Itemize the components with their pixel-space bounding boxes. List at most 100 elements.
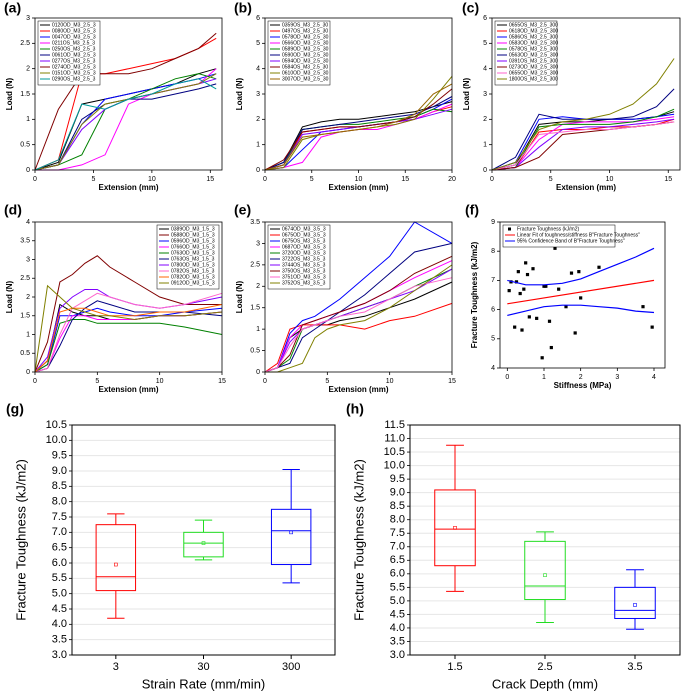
y-tick-label: 1.5 (250, 305, 260, 312)
y-tick-label: 7.5 (390, 527, 405, 539)
y-tick-label: 0 (483, 167, 487, 174)
y-tick-label: 3 (483, 91, 487, 98)
x-tick-label: 5 (549, 176, 553, 183)
plot-background (72, 425, 335, 655)
data-line (491, 58, 675, 171)
scatter-point (641, 305, 645, 309)
y-axis-title: Load (N) (5, 77, 14, 110)
confidence-band (507, 247, 655, 286)
y-axis-title: Load (N) (5, 280, 14, 313)
x-axis-title: Extension (mm) (98, 183, 158, 192)
data-line (34, 284, 223, 373)
legend-label: 0782OD_M3_1.5_3 (171, 274, 215, 280)
y-tick-label: 5 (491, 336, 495, 343)
x-tick-label: 2 (579, 374, 583, 381)
legend-label: 0061OD_M3_2.5_3 (52, 52, 96, 58)
x-axis-title: Extension (mm) (98, 385, 158, 394)
scatter-point (650, 325, 654, 329)
data-line (34, 304, 223, 373)
y-tick-label: 7.5 (52, 511, 67, 523)
legend-box (37, 20, 101, 86)
y-tick-label: 0 (256, 167, 260, 174)
x-tick-label: 5 (310, 176, 314, 183)
y-tick-label: 6 (491, 306, 495, 313)
legend-label: 0780OD_M3_1.5_3 (171, 262, 215, 268)
y-tick-label: 4.5 (390, 608, 405, 620)
scatter-point (531, 267, 535, 271)
y-axis-title: Fracture Toughness (kJ/m2) (470, 241, 479, 348)
legend-label: 0566OD_M3_2.5_30 (282, 40, 329, 46)
x-tick-label: 10 (606, 176, 614, 183)
x-tick-label: 10 (355, 176, 363, 183)
plot-frame (71, 424, 336, 656)
y-tick-label: 5 (483, 40, 487, 47)
plot-frame (499, 221, 666, 369)
legend-label: 0782OS_M3_1.5_3 (171, 268, 215, 274)
data-line (491, 118, 675, 171)
y-tick-label: 8.0 (390, 514, 405, 526)
y-tick-label: 2 (26, 66, 30, 73)
plot-frame (34, 17, 223, 171)
legend-label: 0497OS_M3_2.5_30 (282, 28, 328, 34)
legend-label: 0290OS_M3_2.5_3 (52, 76, 96, 82)
data-line (264, 277, 453, 373)
legend-label: 0047OD_M3_2.5_3 (52, 34, 96, 40)
legend-label: 0763OS_M3_1.5_3 (171, 256, 215, 262)
x-tick-label: 20 (448, 176, 456, 183)
legend-label: 0120OD_M3_2.5_3 (52, 22, 96, 28)
x-axis-title: Extension (mm) (556, 183, 616, 192)
scatter-point (573, 331, 577, 335)
x-tick-label: 5 (91, 176, 95, 183)
legend-label: 0610OD_M3_2.5_30 (282, 70, 329, 76)
legend-label: 0277OS_M3_2.5_3 (52, 58, 96, 64)
y-tick-label: 8.5 (390, 500, 405, 512)
scatter-point (564, 305, 568, 309)
legend-label: 3744OS_M3_3.5_3 (282, 262, 326, 268)
data-line (264, 221, 453, 373)
y-tick-label: 8.5 (52, 480, 67, 492)
plot-frame (264, 17, 453, 171)
y-tick-label: 4 (483, 66, 487, 73)
legend-label: 0687OD_M3_3.5_3 (282, 244, 326, 250)
x-tick-label: 300 (282, 661, 300, 673)
x-tick-label: 4 (652, 374, 656, 381)
scatter-point (544, 284, 548, 288)
data-line (34, 292, 223, 373)
legend-label: 0391OS_M3_2.5_300 (509, 58, 558, 64)
x-tick-label: 3.5 (627, 661, 642, 673)
y-tick-label: 10.5 (384, 446, 405, 458)
y-tick-label: 0 (26, 369, 30, 376)
data-line (264, 103, 453, 171)
scatter-point (525, 272, 530, 277)
data-line (264, 75, 453, 171)
x-tick-label: 0 (505, 374, 509, 381)
legend-label: 0766OD_M3_1.5_3 (171, 244, 215, 250)
y-tick-label: 6.0 (390, 568, 405, 580)
y-tick-label: 1.5 (20, 91, 30, 98)
y-tick-label: 2.5 (20, 275, 30, 282)
legend-box (156, 224, 220, 290)
box (434, 489, 476, 567)
y-axis-title: Fracture Toughness (kJ/m2) (351, 459, 366, 621)
y-tick-label: 3.5 (52, 634, 67, 646)
box (270, 508, 312, 566)
legend-box (267, 224, 331, 290)
y-tick-label: 10.0 (46, 434, 67, 446)
mean-marker (453, 526, 457, 530)
y-tick-label: 7 (491, 277, 495, 284)
x-tick-label: 3 (615, 374, 619, 381)
x-tick-label: 15 (206, 176, 214, 183)
mean-marker (633, 603, 637, 607)
legend-label: 0151OD_M3_2.5_3 (52, 70, 96, 76)
y-tick-label: 4.5 (52, 603, 67, 615)
y-tick-label: 3 (26, 15, 30, 22)
legend-label: 3007OD_M3_2.5_30 (282, 76, 329, 82)
x-axis-title: Extension (mm) (328, 385, 388, 394)
legend-label: 3720OD_M3_3.5_3 (282, 250, 326, 256)
panel-label: (g) (6, 401, 24, 417)
y-axis-title: Load (N) (462, 77, 471, 110)
data-line (34, 78, 217, 171)
y-tick-label: 3 (256, 91, 260, 98)
x-tick-label: 15 (401, 176, 409, 183)
